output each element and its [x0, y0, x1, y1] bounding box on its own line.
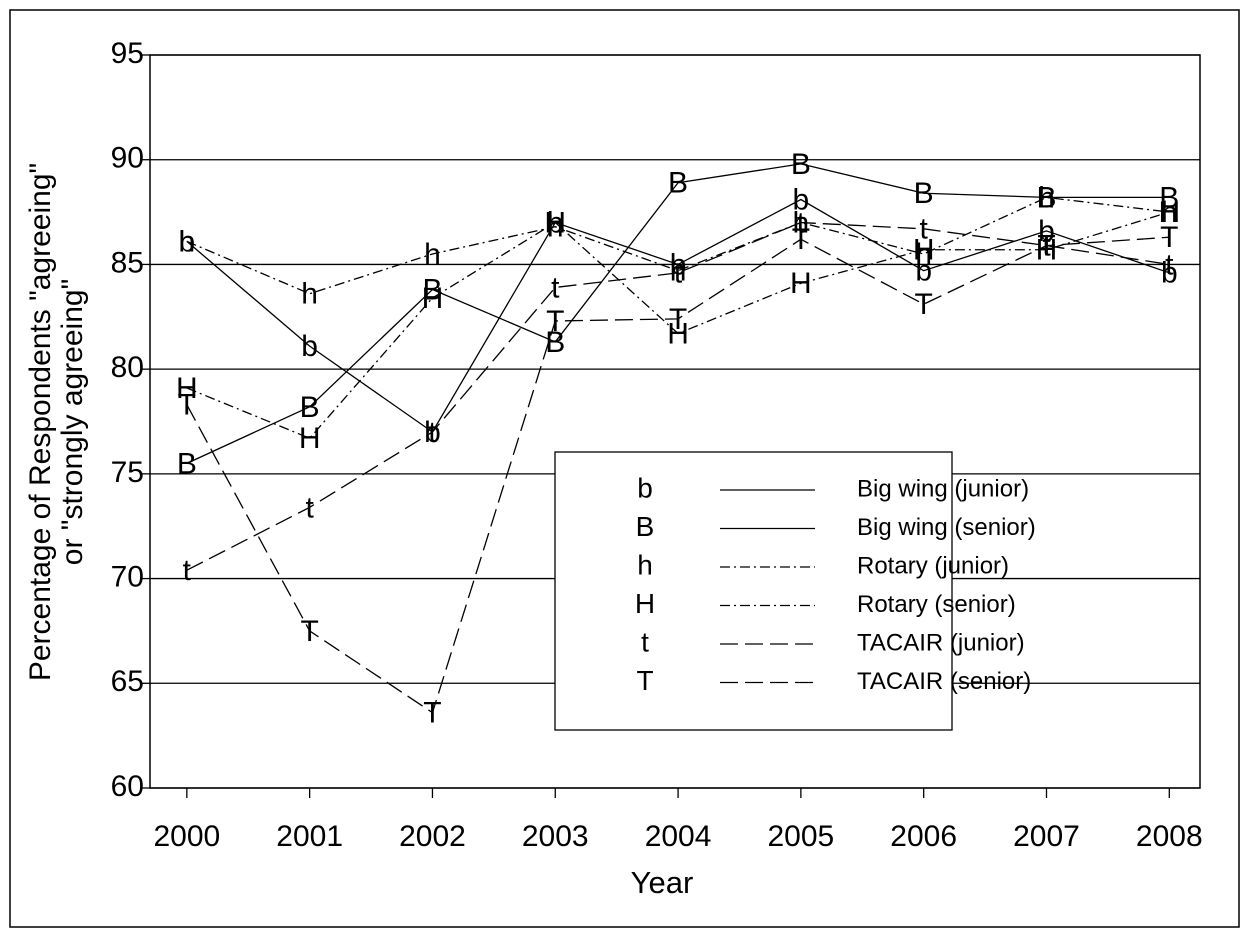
- marker: h: [1038, 181, 1055, 214]
- marker: t: [183, 554, 192, 587]
- series-line: [186, 196, 1170, 295]
- plot-area: [149, 54, 1201, 789]
- marker: B: [422, 273, 442, 306]
- legend-label: TACAIR (junior): [857, 629, 1025, 656]
- marker: b: [1161, 257, 1178, 290]
- marker: b: [1038, 215, 1055, 248]
- y-tick-label: 85: [111, 246, 144, 279]
- marker: B: [914, 177, 934, 210]
- y-tick-label: 90: [111, 142, 144, 175]
- marker: T: [915, 288, 933, 321]
- marker: b: [915, 255, 932, 288]
- marker: B: [177, 447, 197, 480]
- marker: t: [797, 206, 806, 239]
- series-line: [186, 163, 1170, 464]
- y-tick-label: 75: [111, 456, 144, 489]
- x-tick-label: 2001: [276, 820, 343, 853]
- marker: h: [301, 278, 318, 311]
- legend-label: Rotary (senior): [857, 591, 1016, 618]
- marker: H: [299, 422, 321, 455]
- y-tick-label: 70: [111, 560, 144, 593]
- legend-marker: T: [636, 665, 653, 696]
- marker: h: [424, 238, 441, 271]
- marker: h: [793, 206, 810, 239]
- legend-marker: b: [637, 472, 653, 503]
- marker: h: [915, 238, 932, 271]
- x-tick-label: 2004: [645, 820, 712, 853]
- marker: h: [178, 225, 195, 258]
- legend-label: Big wing (senior): [857, 514, 1036, 541]
- legend-marker: H: [635, 588, 655, 619]
- x-tick-label: 2005: [768, 820, 835, 853]
- marker: b: [178, 225, 195, 258]
- marker: B: [1036, 181, 1056, 214]
- marker: b: [424, 416, 441, 449]
- marker: H: [913, 234, 935, 267]
- y-tick-label: 60: [111, 770, 144, 803]
- legend: [554, 451, 953, 731]
- marker: T: [669, 303, 687, 336]
- series-line: [186, 236, 1170, 714]
- marker: H: [1158, 196, 1180, 229]
- marker: b: [547, 206, 564, 239]
- marker: T: [1037, 230, 1055, 263]
- marker: B: [791, 148, 811, 181]
- marker: T: [300, 615, 318, 648]
- marker: h: [670, 255, 687, 288]
- marker: T: [546, 305, 564, 338]
- legend-label: TACAIR (senior): [857, 668, 1031, 695]
- marker: H: [790, 267, 812, 300]
- x-tick-label: 2002: [399, 820, 466, 853]
- legend-marker: B: [636, 511, 655, 542]
- y-axis-label: Percentage of Respondents "agreeing": [24, 163, 57, 681]
- legend-label: Rotary (junior): [857, 552, 1009, 579]
- marker: B: [1159, 181, 1179, 214]
- marker: H: [1036, 234, 1058, 267]
- marker: H: [176, 372, 198, 405]
- x-tick-label: 2007: [1013, 820, 1080, 853]
- y-tick-label: 80: [111, 351, 144, 384]
- marker: t: [920, 213, 929, 246]
- marker: b: [670, 248, 687, 281]
- marker: t: [551, 271, 560, 304]
- x-axis-label: Year: [631, 865, 694, 900]
- marker: B: [545, 326, 565, 359]
- marker: t: [305, 491, 314, 524]
- y-axis-label: or "strongly agreeing": [56, 279, 89, 565]
- marker: t: [674, 257, 683, 290]
- marker: t: [428, 416, 437, 449]
- marker: H: [422, 282, 444, 315]
- marker: B: [300, 391, 320, 424]
- series-line: [186, 221, 1170, 571]
- x-tick-label: 2008: [1136, 820, 1203, 853]
- series-line: [186, 198, 1170, 433]
- marker: t: [1165, 248, 1174, 281]
- marker: B: [668, 167, 688, 200]
- marker: b: [793, 183, 810, 216]
- marker: T: [178, 389, 196, 422]
- legend-marker: h: [637, 549, 653, 580]
- x-tick-label: 2003: [522, 820, 589, 853]
- marker: H: [667, 317, 689, 350]
- marker: h: [547, 211, 564, 244]
- marker: h: [1161, 196, 1178, 229]
- marker: t: [1042, 230, 1051, 263]
- legend-marker: t: [641, 626, 649, 657]
- series-line: [186, 211, 1170, 440]
- x-tick-label: 2006: [890, 820, 957, 853]
- y-tick-label: 95: [111, 37, 144, 70]
- marker: T: [423, 697, 441, 730]
- marker: T: [1160, 221, 1178, 254]
- marker: b: [301, 330, 318, 363]
- x-tick-label: 2000: [153, 820, 220, 853]
- y-tick-label: 65: [111, 665, 144, 698]
- marker: T: [792, 223, 810, 256]
- legend-label: Big wing (junior): [857, 475, 1029, 502]
- marker: H: [544, 206, 566, 239]
- frame: [9, 9, 1240, 928]
